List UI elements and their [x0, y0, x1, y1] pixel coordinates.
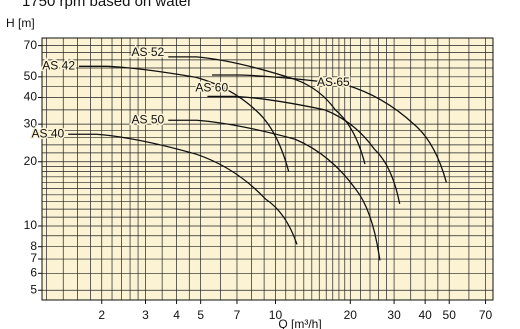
y-axis-label: H [m]	[6, 16, 35, 30]
curve-label: AS 42	[42, 58, 75, 72]
x-tick-label: 10	[269, 308, 283, 322]
pump-curve	[212, 74, 448, 183]
plot-border	[41, 37, 494, 301]
pump-curve	[168, 56, 366, 165]
y-tick-label: 50	[24, 69, 38, 83]
y-tick-label: 10	[24, 218, 38, 232]
curve-label: AS 52	[132, 45, 165, 59]
x-tick-label: 30	[387, 308, 401, 322]
plot-area	[42, 38, 493, 300]
x-tick-label: 4	[173, 308, 180, 322]
x-tick-label: 70	[479, 308, 493, 322]
x-tick-label: 40	[418, 308, 432, 322]
pump-curve	[79, 65, 290, 172]
y-tick-label: 5	[30, 282, 37, 296]
y-tick-label: 8	[30, 239, 37, 253]
y-tick-label: 30	[24, 116, 38, 130]
y-tick-label: 7	[30, 251, 37, 265]
curve-label: AS 50	[132, 112, 165, 126]
pump-curve	[168, 119, 381, 261]
y-tick-label: 70	[24, 38, 38, 52]
curve-label: AS 40	[31, 126, 64, 140]
x-tick-label: 5	[197, 308, 204, 322]
pump-curve	[68, 133, 298, 245]
x-tick-label: 7	[234, 308, 241, 322]
x-tick-label: 3	[142, 308, 149, 322]
y-tick-label: 6	[30, 266, 37, 280]
x-tick-label: 20	[344, 308, 358, 322]
chart-title: 1750 rpm based on water	[22, 0, 192, 10]
x-tick-label: 50	[443, 308, 457, 322]
y-tick-label: 20	[24, 154, 38, 168]
x-tick-label: 2	[98, 308, 105, 322]
y-tick-label: 40	[24, 90, 38, 104]
curve-label: AS 65	[317, 75, 350, 89]
x-axis-label: Q [m³/h]	[278, 317, 321, 329]
curve-label: AS 60	[195, 81, 228, 95]
pump-curve	[207, 95, 401, 204]
